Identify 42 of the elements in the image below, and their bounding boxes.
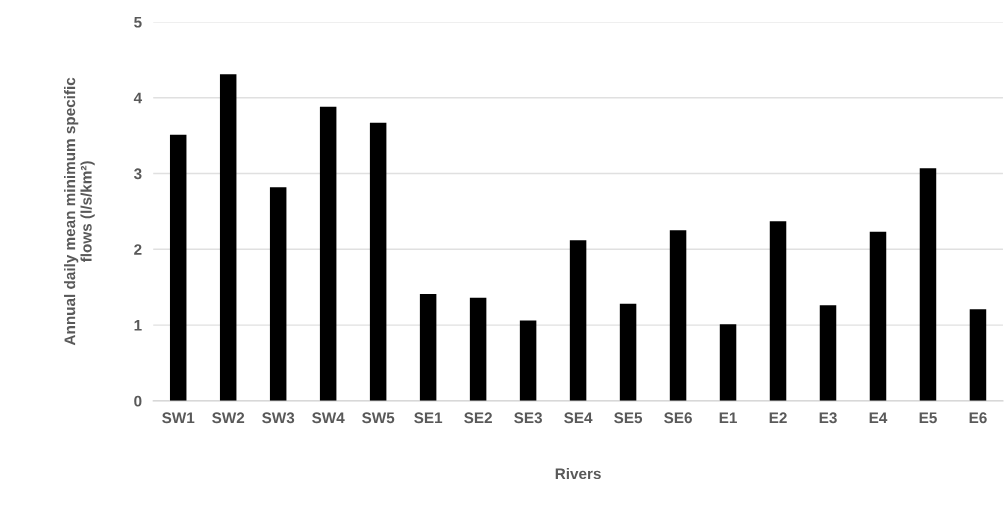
bar <box>719 324 737 401</box>
x-axis-title: Rivers <box>555 467 601 480</box>
x-tick-label: E2 <box>769 412 787 424</box>
x-tick-label: E3 <box>819 412 837 424</box>
x-tick-label: SE5 <box>614 412 643 424</box>
y-axis-title: Annual daily mean minimum specific flows (l/s/km²) <box>64 77 95 346</box>
bar <box>319 106 337 401</box>
x-tick-label: E4 <box>869 412 888 424</box>
x-tick-label: SW2 <box>212 412 245 424</box>
bar <box>269 187 287 401</box>
bar <box>519 320 537 401</box>
bar <box>969 309 987 401</box>
x-tick-label: SE4 <box>564 412 593 424</box>
x-tick-label: SE1 <box>414 412 443 424</box>
x-tick-label: SE2 <box>464 412 492 424</box>
bar <box>619 303 637 401</box>
bar <box>919 168 937 401</box>
bar <box>219 74 237 401</box>
bar <box>169 134 187 401</box>
bar <box>469 297 487 401</box>
bar <box>419 294 437 401</box>
x-tick-label: E6 <box>969 412 987 424</box>
y-tick-label: 2 <box>134 244 142 255</box>
x-tick-label: SE6 <box>664 412 692 424</box>
y-tick-label: 0 <box>134 395 142 407</box>
y-tick-label: 1 <box>134 320 142 331</box>
bar <box>769 221 787 401</box>
x-tick-label: SW4 <box>312 412 345 424</box>
x-tick-label: SW3 <box>262 412 295 424</box>
bar <box>869 231 887 401</box>
y-tick-label: 4 <box>133 92 143 104</box>
x-tick-label: E1 <box>719 412 737 424</box>
x-tick-label: SE3 <box>514 412 542 424</box>
x-tick-label: SW1 <box>162 412 195 424</box>
bar <box>569 240 587 401</box>
bar <box>369 122 387 401</box>
bar <box>819 305 837 401</box>
x-tick-label: E5 <box>919 412 937 424</box>
bar <box>669 230 687 401</box>
y-tick-label: 3 <box>133 168 142 180</box>
y-tick-label: 5 <box>134 16 142 28</box>
x-tick-label: SW5 <box>362 412 395 424</box>
